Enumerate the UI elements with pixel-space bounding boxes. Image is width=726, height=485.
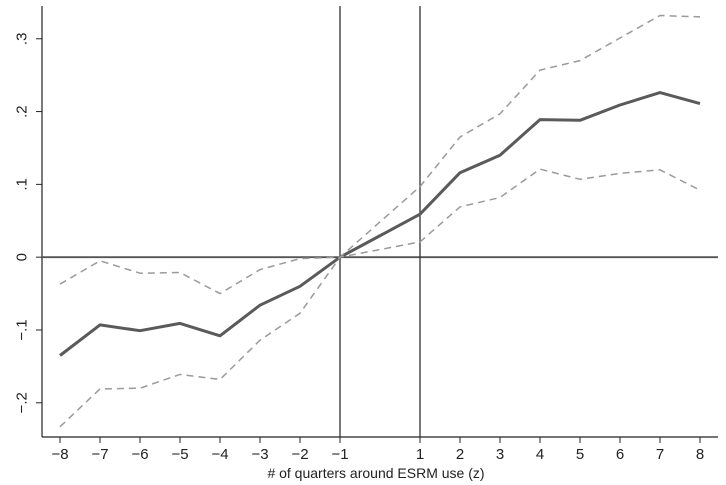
axes: [41, 6, 718, 438]
x-tick-label: 7: [656, 446, 664, 463]
x-tick-label: −3: [251, 446, 268, 463]
x-tick-label: 2: [456, 446, 464, 463]
x-tick-label: −4: [211, 446, 228, 463]
x-tick-label: 6: [616, 446, 624, 463]
y-tick-label: .3: [13, 33, 30, 46]
y-tick-label: −.1: [13, 319, 30, 340]
x-tick-label: 4: [536, 446, 544, 463]
series-line-estimate: [59, 91, 701, 357]
x-tick-label: −1: [331, 446, 348, 463]
y-tick-label: .2: [13, 105, 30, 118]
x-ticks: −8 −7 −6 −5 −4 −3 −2 −1 1 2 3 4 5 6 7 8: [51, 437, 704, 463]
x-tick-label: 3: [496, 446, 504, 463]
x-axis-title: # of quarters around ESRM use (z): [267, 465, 484, 481]
x-tick-label: −2: [291, 446, 308, 463]
x-tick-label: 1: [416, 446, 424, 463]
series-lines: [59, 14, 701, 428]
x-tick-label: −7: [91, 446, 108, 463]
series-line-upper-ci: [59, 14, 701, 295]
x-tick-label: −5: [171, 446, 188, 463]
y-tick-label: 0: [13, 253, 30, 261]
x-tick-label: −8: [51, 446, 68, 463]
y-tick-label: −.2: [13, 392, 30, 413]
y-ticks: −.2 −.1 0 .1 .2 .3: [13, 33, 42, 413]
y-tick-label: .1: [13, 178, 30, 191]
series-line-lower-ci: [59, 168, 701, 428]
reference-lines: [42, 6, 718, 437]
x-tick-label: 8: [696, 446, 704, 463]
x-tick-label: 5: [576, 446, 584, 463]
x-tick-label: −6: [131, 446, 148, 463]
